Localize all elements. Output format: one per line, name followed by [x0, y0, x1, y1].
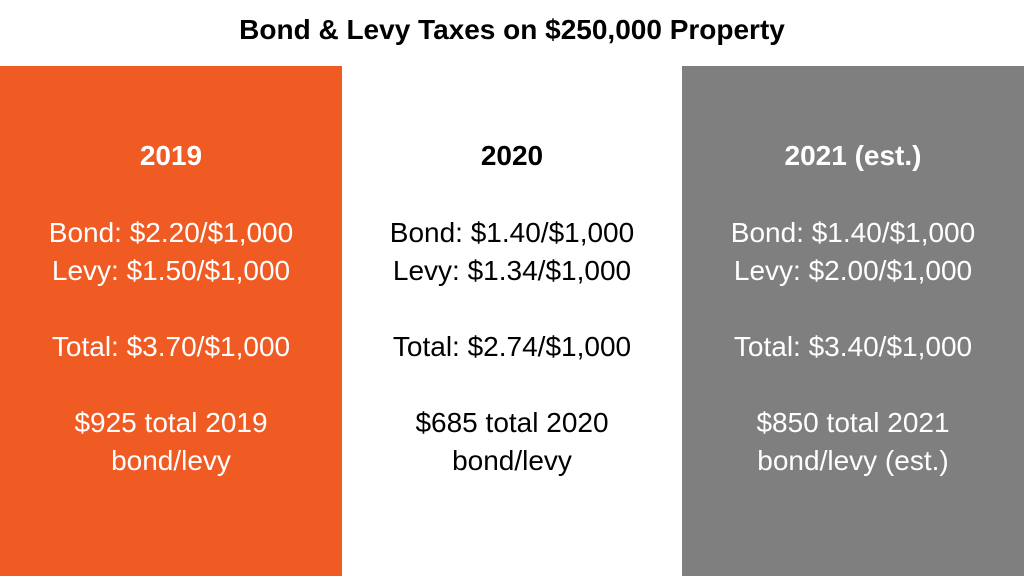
column-year: 2020 [480, 140, 544, 171]
total-rate: Total: $3.40/$1,000 [733, 331, 973, 362]
summary-label: bond/levy [111, 445, 231, 476]
summary-amount: $925 total 2019 [74, 407, 268, 438]
summary-label: bond/levy [452, 445, 572, 476]
summary-amount: $685 total 2020 [415, 407, 609, 438]
column-year: 2019 [139, 140, 203, 171]
summary-amount: $850 total 2021 [756, 407, 950, 438]
bond-rate: Bond: $1.40/$1,000 [389, 217, 635, 248]
column-year: 2021 (est.) [784, 140, 922, 171]
levy-rate: Levy: $2.00/$1,000 [733, 255, 973, 286]
column-2021: 2021 (est.) Bond: $1.40/$1,000 Levy: $2.… [682, 66, 1024, 576]
bond-rate: Bond: $2.20/$1,000 [48, 217, 294, 248]
column-2019: 2019 Bond: $2.20/$1,000 Levy: $1.50/$1,0… [0, 66, 342, 576]
bond-rate: Bond: $1.40/$1,000 [730, 217, 976, 248]
total-rate: Total: $3.70/$1,000 [51, 331, 291, 362]
levy-rate: Levy: $1.50/$1,000 [51, 255, 291, 286]
levy-rate: Levy: $1.34/$1,000 [392, 255, 632, 286]
summary-label: bond/levy (est.) [757, 445, 949, 476]
page-title: Bond & Levy Taxes on $250,000 Property [239, 14, 785, 45]
total-rate: Total: $2.74/$1,000 [392, 331, 632, 362]
column-2020: 2020 Bond: $1.40/$1,000 Levy: $1.34/$1,0… [342, 66, 682, 576]
